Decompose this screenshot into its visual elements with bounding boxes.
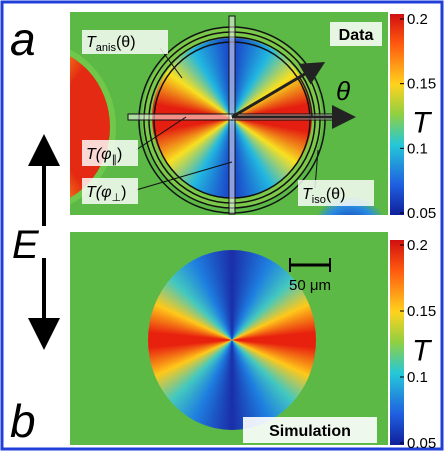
angle-label: θ [336, 76, 350, 106]
annotation-tail: (θ) [116, 34, 136, 51]
overlay: a b E θ Data Tanis(θ)T(φ∥)T(φ⊥)Tiso(θ) 5… [0, 0, 444, 451]
colorbar-tick-label: 0.1 [407, 369, 428, 386]
scale-label: 50 μm [289, 277, 331, 294]
panel-tag: Simulation [269, 423, 351, 440]
colorbar-label: T [412, 335, 433, 368]
colorbar-tick-label: 0.2 [407, 11, 428, 28]
colorbar-label: T [412, 107, 433, 140]
annotation-sub: iso [312, 194, 326, 206]
colorbar-tick-label: 0.1 [407, 140, 428, 157]
panel-label: b [10, 395, 36, 447]
colorbar-tick-label: 0.15 [407, 76, 436, 93]
colorbar-tick-label: 0.05 [407, 205, 436, 222]
figure: a b E θ Data Tanis(θ)T(φ∥)T(φ⊥)Tiso(θ) 5… [0, 0, 444, 451]
panel-label: a [10, 13, 36, 65]
annotation-tail: ) [121, 184, 126, 201]
colorbar-tick-label: 0.05 [407, 435, 436, 451]
annotation-sub: ⊥ [112, 192, 122, 204]
colorbar-tick-label: 0.15 [407, 303, 436, 320]
figure-border [2, 2, 442, 449]
annotation-main: T(φ [86, 146, 112, 163]
panel-tag: Data [339, 27, 374, 44]
annotation-main: T(φ [86, 184, 112, 201]
field-label: E [12, 223, 40, 267]
annotation-tail: ) [117, 146, 122, 163]
annotation-tail: (θ) [326, 186, 346, 203]
colorbar-tick-label: 0.2 [407, 237, 428, 254]
annotation-sub: anis [96, 42, 117, 54]
